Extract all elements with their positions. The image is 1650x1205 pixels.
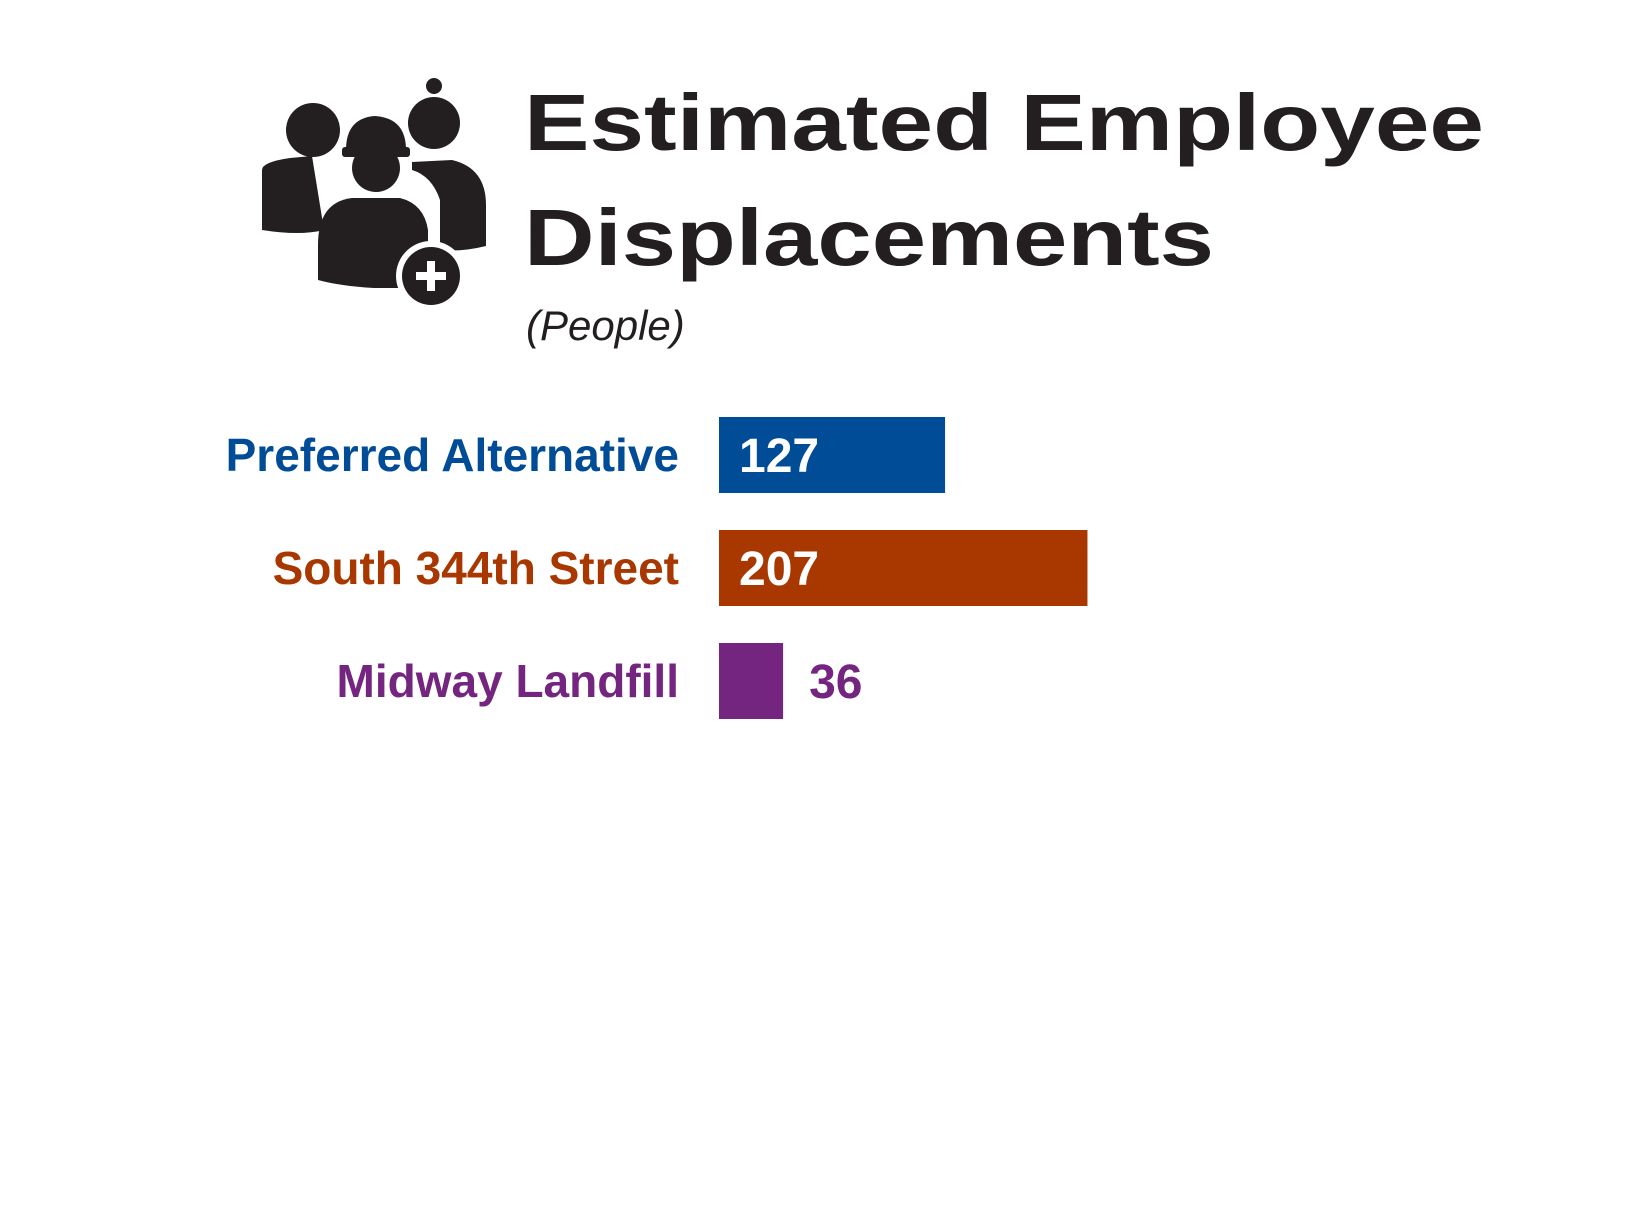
category-label-2: Midway Landfill — [337, 655, 679, 707]
bars-layer: Preferred Alternative 127 South 344th Stre… — [226, 417, 1088, 719]
value-label-1: 207 — [739, 543, 819, 596]
chart-title-line-1: Estimated Employee — [524, 78, 1484, 167]
value-label-2: 36 — [809, 656, 862, 709]
bar-2 — [719, 643, 784, 719]
bar-0 — [719, 417, 946, 493]
group-of-people-with-plus-icon — [262, 78, 486, 311]
chart-subtitle: (People) — [526, 302, 685, 349]
category-label-0: Preferred Alternative — [226, 429, 679, 481]
value-label-0: 127 — [739, 430, 819, 483]
category-label-1: South 344th Street — [273, 542, 679, 594]
chart-title-line-2: Displacements — [524, 193, 1214, 282]
bar-1 — [719, 530, 1088, 606]
